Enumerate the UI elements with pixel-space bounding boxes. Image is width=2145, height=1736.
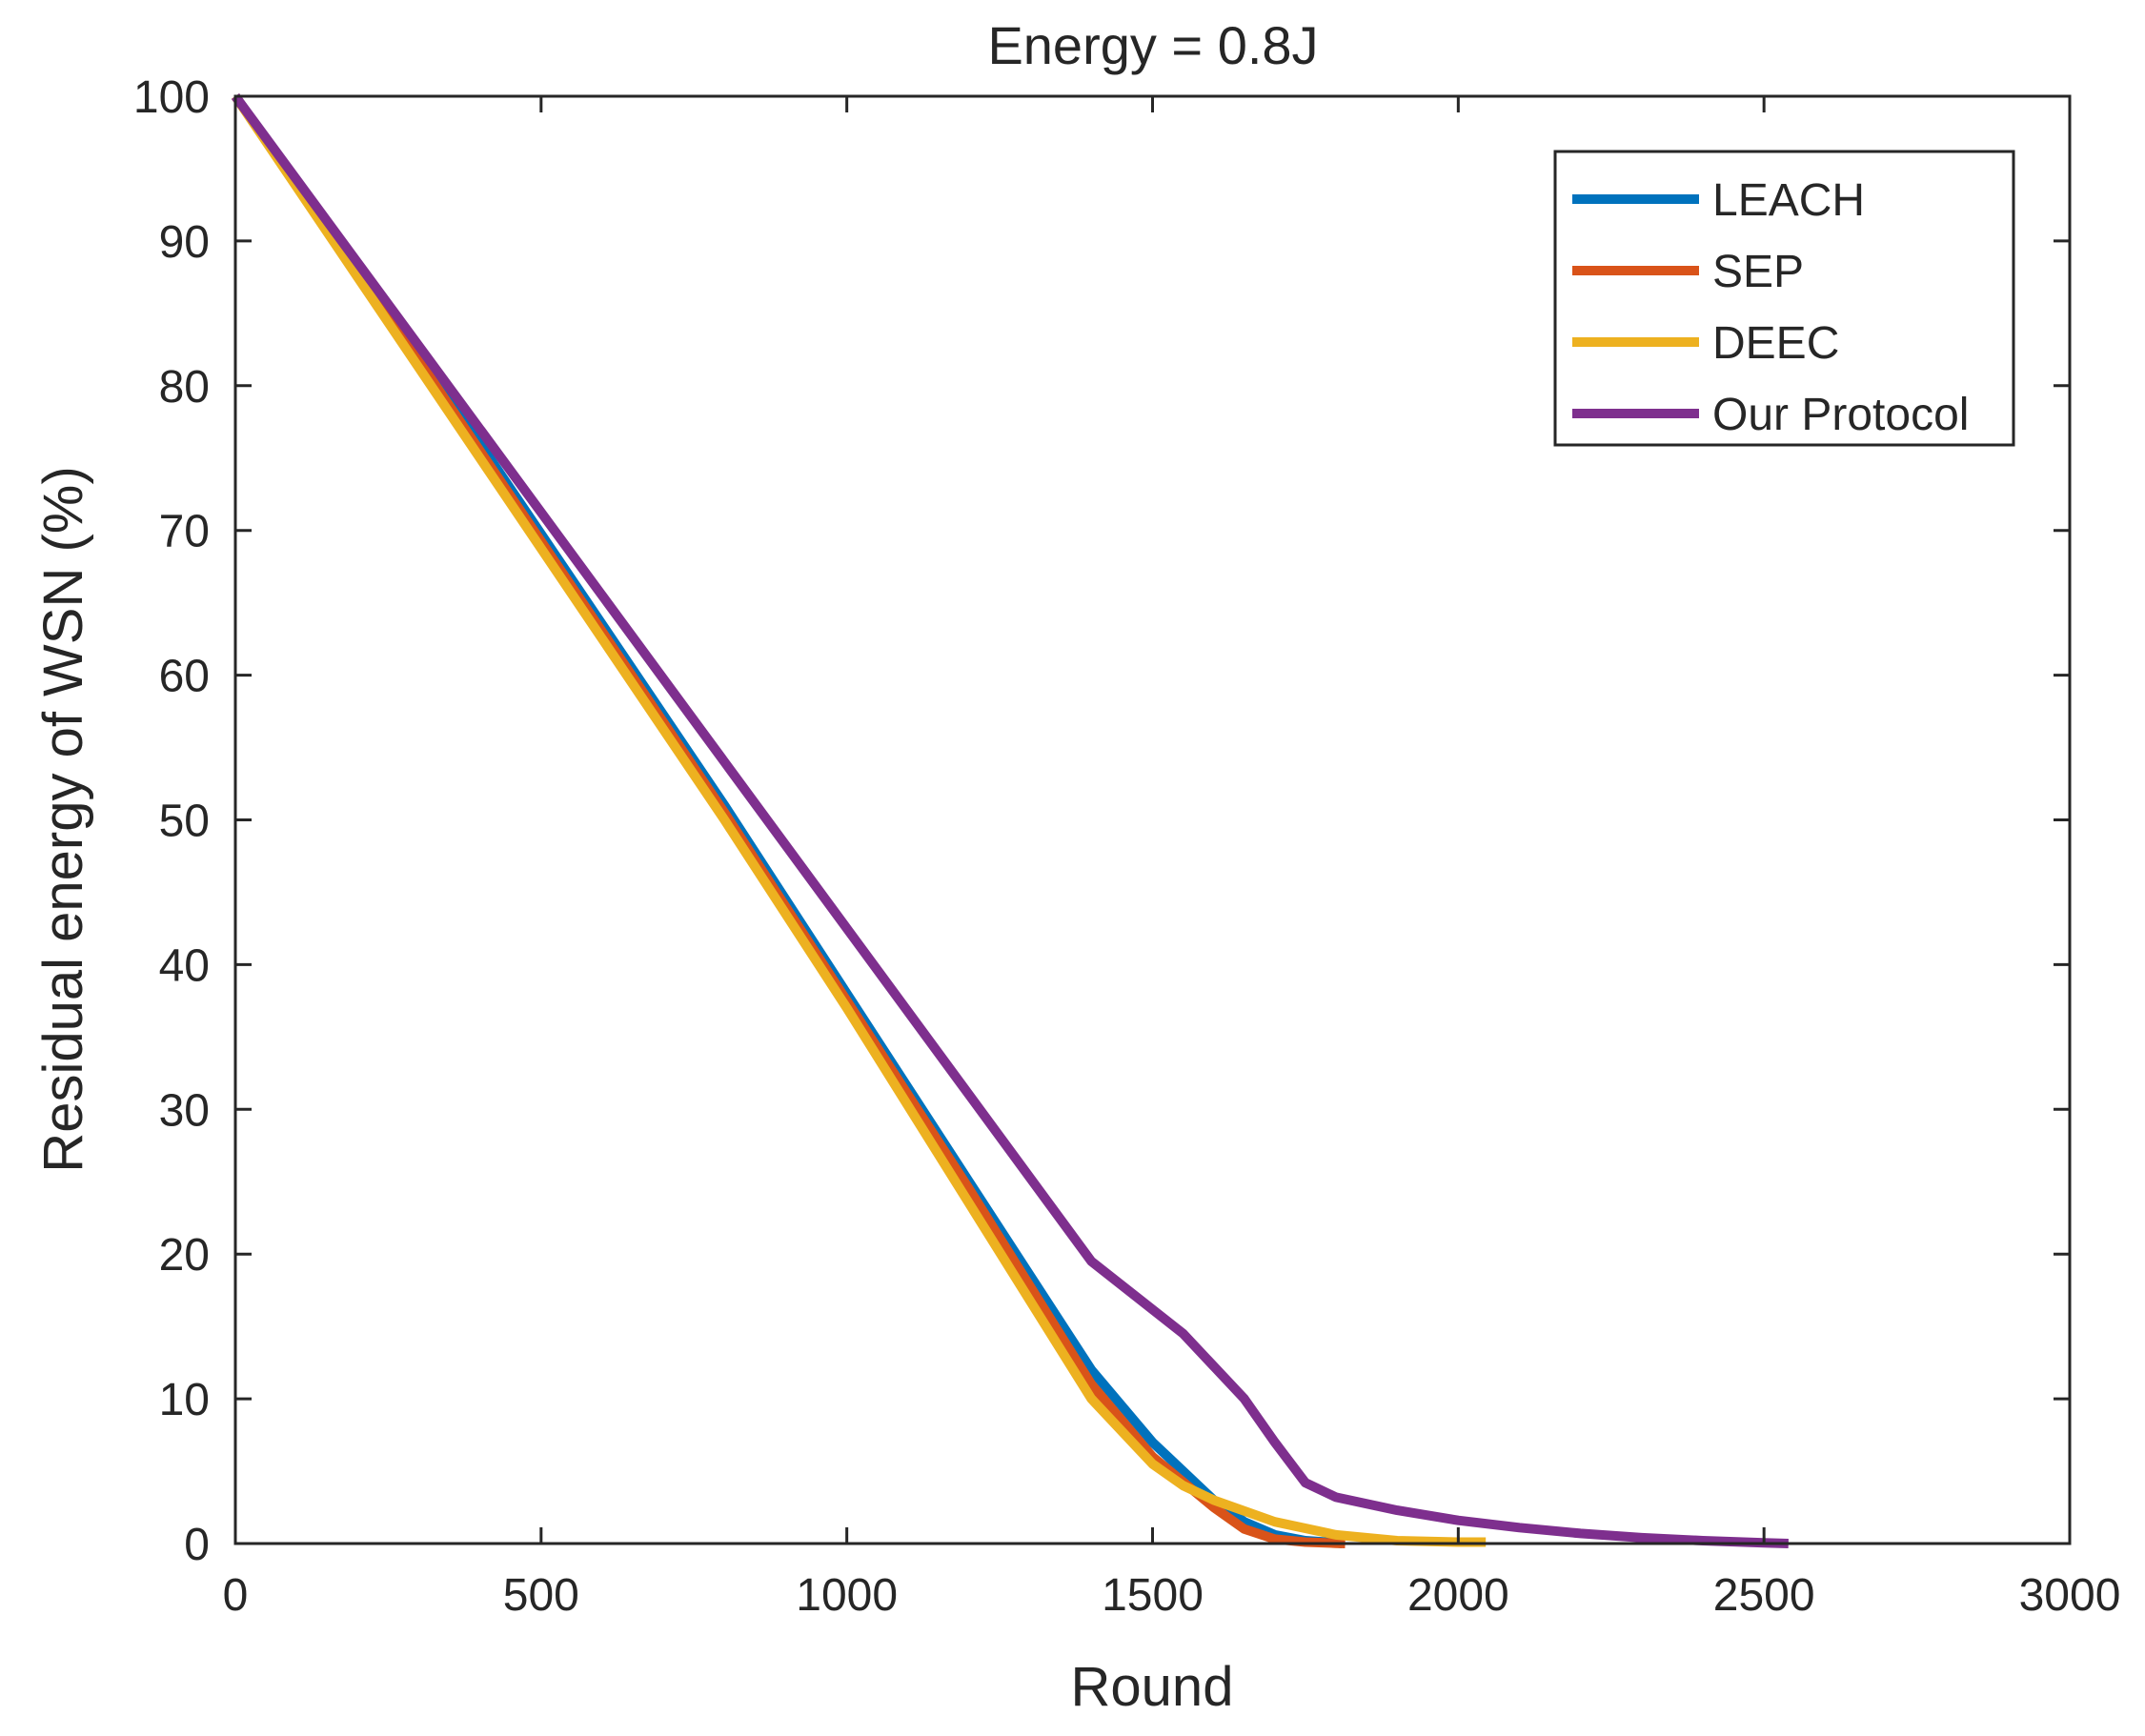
x-tick-label: 2500 bbox=[1713, 1570, 1815, 1621]
chart-title: Energy = 0.8J bbox=[987, 15, 1318, 75]
x-tick-label: 2000 bbox=[1407, 1570, 1509, 1621]
y-axis-label: Residual energy of WSN (%) bbox=[32, 466, 94, 1172]
x-tick-label: 500 bbox=[503, 1570, 579, 1621]
y-tick-label: 0 bbox=[184, 1520, 210, 1570]
x-axis-tick-labels: 0 500 1000 1500 2000 2500 3000 bbox=[223, 1570, 2121, 1621]
legend-label-our-protocol: Our Protocol bbox=[1712, 390, 1969, 440]
x-tick-label: 1000 bbox=[796, 1570, 898, 1621]
legend: LEACH SEP DEEC Our Protocol bbox=[1553, 150, 2015, 447]
legend-label-sep: SEP bbox=[1712, 247, 1804, 297]
legend-entries: LEACH SEP DEEC Our Protocol bbox=[1572, 175, 1969, 440]
series-line-deec bbox=[231, 93, 1487, 1547]
x-tick-label: 1500 bbox=[1102, 1570, 1204, 1621]
axis-ticks bbox=[233, 94, 2072, 1545]
x-tick-label: 3000 bbox=[2019, 1570, 2121, 1621]
y-tick-label: 80 bbox=[159, 362, 210, 413]
legend-label-leach: LEACH bbox=[1712, 175, 1865, 226]
legend-label-deec: DEEC bbox=[1712, 318, 1839, 369]
x-tick-label: 0 bbox=[223, 1570, 249, 1621]
y-tick-label: 50 bbox=[159, 797, 210, 847]
plot-lines bbox=[231, 93, 1789, 1548]
y-tick-label: 20 bbox=[159, 1230, 210, 1281]
y-tick-label: 10 bbox=[159, 1375, 210, 1425]
y-tick-label: 30 bbox=[159, 1085, 210, 1136]
y-axis-tick-labels: 0 10 20 30 40 50 60 70 80 90 100 bbox=[133, 72, 210, 1570]
x-axis-label: Round bbox=[1071, 1656, 1234, 1718]
y-tick-label: 90 bbox=[159, 217, 210, 268]
y-tick-label: 100 bbox=[133, 72, 210, 123]
y-tick-label: 70 bbox=[159, 507, 210, 557]
series-line-our-protocol bbox=[231, 93, 1789, 1548]
y-tick-label: 40 bbox=[159, 940, 210, 991]
y-tick-label: 60 bbox=[159, 652, 210, 702]
